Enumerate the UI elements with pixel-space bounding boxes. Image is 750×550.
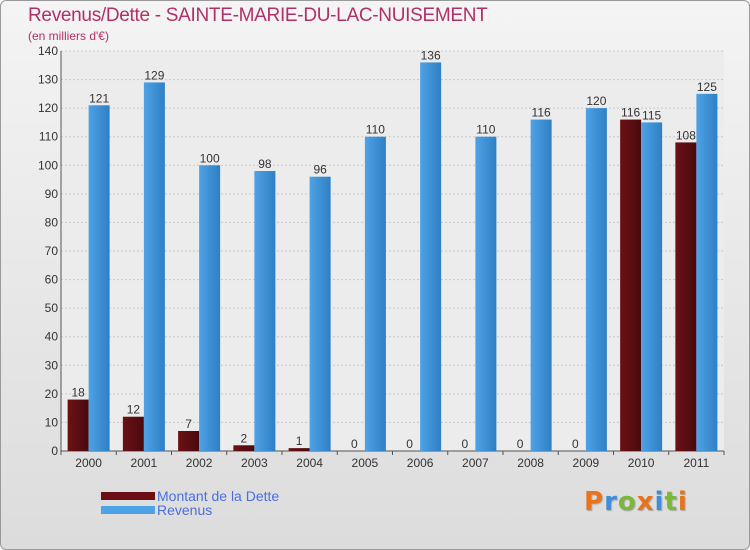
x-tick-label: 2011 (683, 456, 709, 470)
y-tick-label: 110 (39, 130, 58, 144)
legend-swatch-dette (101, 492, 155, 500)
bar-dette (620, 119, 642, 452)
data-label: 116 (532, 106, 551, 120)
logo-letter: r (604, 487, 618, 517)
data-label: 0 (572, 437, 579, 451)
legend-label-dette: Montant de la Dette (157, 488, 280, 504)
bar-revenus (420, 62, 442, 452)
data-label: 110 (476, 123, 495, 137)
y-tick-label: 0 (51, 444, 58, 458)
logo-letter: o (617, 487, 637, 517)
data-label: 2 (241, 431, 248, 445)
chart-title: Revenus/Dette - SAINTE-MARIE-DU-LAC-NUIS… (28, 5, 488, 26)
data-label: 108 (676, 128, 696, 142)
bar-dette (122, 416, 144, 451)
bar-revenus (199, 165, 221, 452)
data-label: 100 (200, 151, 220, 165)
data-label: 120 (586, 94, 606, 108)
legend-label-revenus: Revenus (157, 502, 213, 518)
bar-dette (233, 445, 255, 451)
data-label: 98 (258, 157, 272, 171)
bar-revenus (585, 108, 607, 452)
logo-letter: t (664, 487, 678, 517)
y-tick-label: 140 (38, 44, 58, 58)
data-label: 1 (296, 434, 303, 448)
y-tick-label: 30 (45, 358, 59, 372)
legend-item-dette: Montant de la Dette (101, 488, 280, 504)
proxiti-logo: Proxiti (584, 487, 688, 517)
data-label: 96 (313, 163, 327, 177)
data-label: 115 (642, 108, 661, 122)
data-label: 110 (366, 123, 385, 137)
data-label: 116 (621, 106, 640, 120)
x-tick-label: 2006 (407, 456, 434, 470)
bar-revenus (254, 171, 276, 451)
data-label: 7 (185, 417, 192, 431)
data-label: 129 (144, 68, 164, 82)
chart-subtitle: (en milliers d'€) (28, 29, 109, 43)
bar-dette (67, 399, 89, 451)
y-tick-label: 120 (38, 101, 58, 115)
y-tick-label: 20 (45, 387, 59, 401)
bar-revenus (364, 136, 386, 451)
x-tick-label: 2009 (573, 456, 600, 470)
x-tick-label: 2007 (462, 456, 489, 470)
x-tick-label: 2001 (131, 456, 158, 470)
y-tick-label: 70 (45, 244, 59, 258)
bar-revenus (641, 122, 663, 451)
x-tick-label: 2003 (241, 456, 268, 470)
bar-revenus (696, 93, 718, 451)
x-tick-label: 2004 (296, 456, 323, 470)
y-tick-label: 90 (45, 187, 59, 201)
data-label: 12 (127, 403, 141, 417)
data-label: 0 (462, 437, 469, 451)
logo-letter: i (677, 487, 688, 517)
y-tick-label: 130 (38, 73, 58, 87)
x-tick-label: 2008 (517, 456, 544, 470)
y-tick-label: 100 (38, 158, 58, 172)
bar-revenus (475, 136, 497, 451)
legend-swatch-revenus (101, 506, 155, 514)
bar-revenus (309, 176, 331, 451)
y-tick-label: 60 (45, 273, 59, 287)
y-tick-label: 50 (45, 301, 59, 315)
bar-revenus (88, 105, 110, 452)
y-tick-label: 80 (45, 215, 59, 229)
data-label: 136 (421, 48, 441, 62)
logo-letter: x (636, 487, 655, 517)
data-label: 18 (71, 386, 85, 400)
bar-dette (178, 431, 200, 451)
x-tick-label: 2000 (75, 456, 102, 470)
x-tick-label: 2010 (628, 456, 655, 470)
bar-dette (675, 142, 697, 451)
x-tick-label: 2002 (186, 456, 213, 470)
y-tick-label: 40 (45, 330, 59, 344)
bar-revenus (530, 119, 552, 452)
legend-item-revenus: Revenus (101, 502, 213, 518)
data-label: 125 (697, 80, 717, 94)
data-label: 0 (517, 437, 524, 451)
data-label: 0 (351, 437, 358, 451)
data-label: 121 (89, 91, 109, 105)
logo-letter: P (584, 487, 605, 517)
x-tick-label: 2005 (352, 456, 379, 470)
bar-dette (288, 448, 310, 451)
bar-revenus (143, 82, 165, 451)
y-tick-label: 10 (45, 415, 59, 429)
logo-letter: i (654, 487, 665, 517)
data-label: 0 (406, 437, 413, 451)
